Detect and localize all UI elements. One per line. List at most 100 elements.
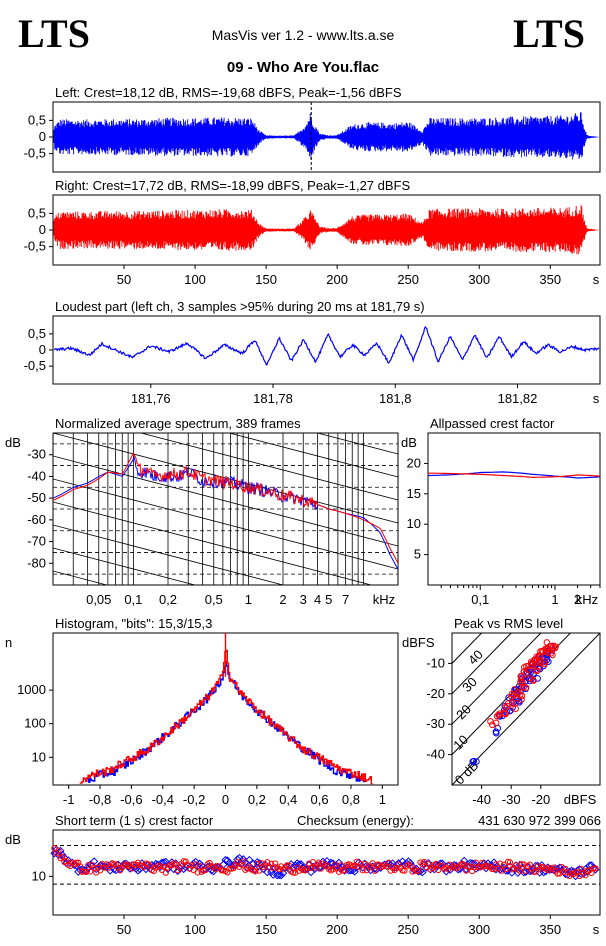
short-term-crest-point-right <box>202 866 209 874</box>
short-term-crest-xtick-label: 200 <box>326 922 348 937</box>
loudest-part-xtick-label: 181,78 <box>253 391 293 406</box>
average-spectrum-ytick-label: -50 <box>27 490 46 505</box>
peak-vs-rms-point-left <box>470 757 478 765</box>
short-term-crest-point-right <box>313 861 321 868</box>
short-term-crest-point-right <box>260 864 267 871</box>
loudest-part-xtick-label: 181,76 <box>131 391 171 406</box>
short-term-crest-point-right <box>254 860 261 867</box>
peak-vs-rms-xtick-label: -20 <box>531 792 550 807</box>
short-term-crest-point-right <box>391 866 398 874</box>
average-spectrum-xtick-label: 4 <box>314 592 321 607</box>
short-term-crest-point-right <box>293 864 301 871</box>
short-term-crest-point-right <box>168 862 175 869</box>
short-term-crest-point-right <box>315 859 323 866</box>
short-term-crest-ytick-label: 10 <box>32 868 46 883</box>
histogram-xtick-label: -0,6 <box>120 792 142 807</box>
peak-vs-rms-point-right <box>543 639 551 646</box>
allpassed-crest-ytick-label: 20 <box>407 455 421 470</box>
short-term-crest-point-right <box>282 864 289 871</box>
histogram-xtick-label: 0,6 <box>311 792 329 807</box>
loudest-part-ytick-label: 0 <box>39 342 46 357</box>
short-term-crest-point-right <box>73 859 80 866</box>
average-spectrum-slope-line <box>53 501 373 585</box>
allpassed-crest-ytick-label: 5 <box>414 547 421 562</box>
short-term-crest-point-right <box>369 860 376 867</box>
peak-vs-rms-diag-label: 30 <box>459 674 480 695</box>
short-term-crest-point-right <box>528 865 535 872</box>
allpassed-crest-series-left <box>427 471 601 479</box>
average-spectrum-slope-line <box>227 433 398 478</box>
short-term-crest-point-right <box>385 859 392 866</box>
peak-vs-rms-point-right <box>527 658 535 666</box>
lts-logo-left: LTS <box>18 11 90 56</box>
file-name: 09 - Who Are You.flac <box>226 59 380 76</box>
histogram-ytick-label: 100 <box>24 716 46 731</box>
short-term-crest-point-right <box>576 872 583 880</box>
short-term-crest-point-right <box>182 858 189 865</box>
short-term-crest-point-right <box>206 859 213 867</box>
short-term-crest-point-right <box>240 858 247 865</box>
short-term-crest-point-left <box>153 860 162 869</box>
short-term-crest-xtick-label: 300 <box>468 922 490 937</box>
allpassed-crest-xtick-label: 2 <box>574 592 581 607</box>
peak-vs-rms-diag-label: 10 <box>450 732 471 753</box>
short-term-crest-point-right <box>307 864 315 872</box>
peak-vs-rms-title: Peak vs RMS level <box>454 616 563 631</box>
peak-vs-rms-diag-label: 0 dB <box>452 758 482 788</box>
peak-vs-rms-point-right <box>512 699 520 707</box>
average-spectrum-xtick-label: 0,5 <box>205 592 223 607</box>
short-term-crest-point-right <box>399 867 406 874</box>
right-waveform-xtick-label: 200 <box>326 272 348 287</box>
short-term-crest-xtick-label: 250 <box>397 922 419 937</box>
peak-vs-rms-point-right <box>522 684 530 692</box>
short-term-crest-point-right <box>395 861 402 868</box>
peak-vs-rms-point-right <box>523 662 530 670</box>
right-waveform-ytick-label: 0 <box>39 222 46 237</box>
peak-vs-rms-point-right <box>538 659 545 667</box>
peak-vs-rms-point-right <box>516 691 524 699</box>
right-waveform-xtick-label: 350 <box>539 272 561 287</box>
loudest-part-xtick-label: 181,8 <box>379 391 412 406</box>
peak-vs-rms-diagonal <box>452 633 512 695</box>
short-term-crest-point-right <box>361 860 368 868</box>
short-term-crest-point-right <box>226 865 233 872</box>
short-term-crest-point-right <box>150 867 157 875</box>
peak-vs-rms-point-right <box>511 686 518 693</box>
peak-vs-rms-frame <box>451 632 601 786</box>
peak-vs-rms-ytick-label: -20 <box>426 686 445 701</box>
short-term-crest-point-right <box>425 861 432 868</box>
lts-logo-right: LTS <box>513 11 585 56</box>
short-term-crest-point-right <box>194 869 201 876</box>
short-term-crest-point-left <box>489 858 499 867</box>
average-spectrum-xtick-label: 0,1 <box>124 592 142 607</box>
right-waveform-xtick-label: 250 <box>397 272 419 287</box>
right-waveform-xunit: s <box>593 272 600 287</box>
histogram-xtick-label: 0 <box>222 792 229 807</box>
peak-vs-rms-point-right <box>508 700 516 707</box>
short-term-crest-point-right <box>83 868 90 875</box>
short-term-crest-point-right <box>443 864 450 871</box>
short-term-crest-point-right <box>252 868 259 875</box>
peak-vs-rms-ytick-label: -10 <box>426 655 445 670</box>
peak-vs-rms-point-right <box>530 677 537 684</box>
loudest-part-ytick-label: 0,5 <box>28 326 46 341</box>
short-term-crest-point-right <box>554 870 561 877</box>
short-term-crest-point-right <box>55 847 62 854</box>
allpassed-crest-frame <box>427 432 601 586</box>
short-term-crest-point-right <box>160 863 167 870</box>
allpassed-crest-xtick-label: 0,1 <box>471 592 489 607</box>
allpassed-crest-ytick-label: 10 <box>407 516 421 531</box>
histogram-xtick-label: 0,8 <box>342 792 360 807</box>
average-spectrum-xtick-label: 3 <box>300 592 307 607</box>
right-waveform-xtick-label: 300 <box>468 272 490 287</box>
short-term-crest-xtick-label: 100 <box>184 922 206 937</box>
average-spectrum-slope-line <box>53 547 197 585</box>
short-term-crest-point-right <box>496 860 504 867</box>
average-spectrum-ytick-label: -60 <box>27 512 46 527</box>
short-term-crest-ylabel: dB <box>5 832 21 847</box>
loudest-part-title: Loudest part (left ch, 3 samples >95% du… <box>55 299 425 314</box>
short-term-crest-point-right <box>568 870 575 877</box>
peak-vs-rms-point-right <box>536 653 544 661</box>
right-waveform-title: Right: Crest=17,72 dB, RMS=-18,99 dBFS, … <box>55 178 410 193</box>
short-term-crest-point-right <box>87 868 94 875</box>
